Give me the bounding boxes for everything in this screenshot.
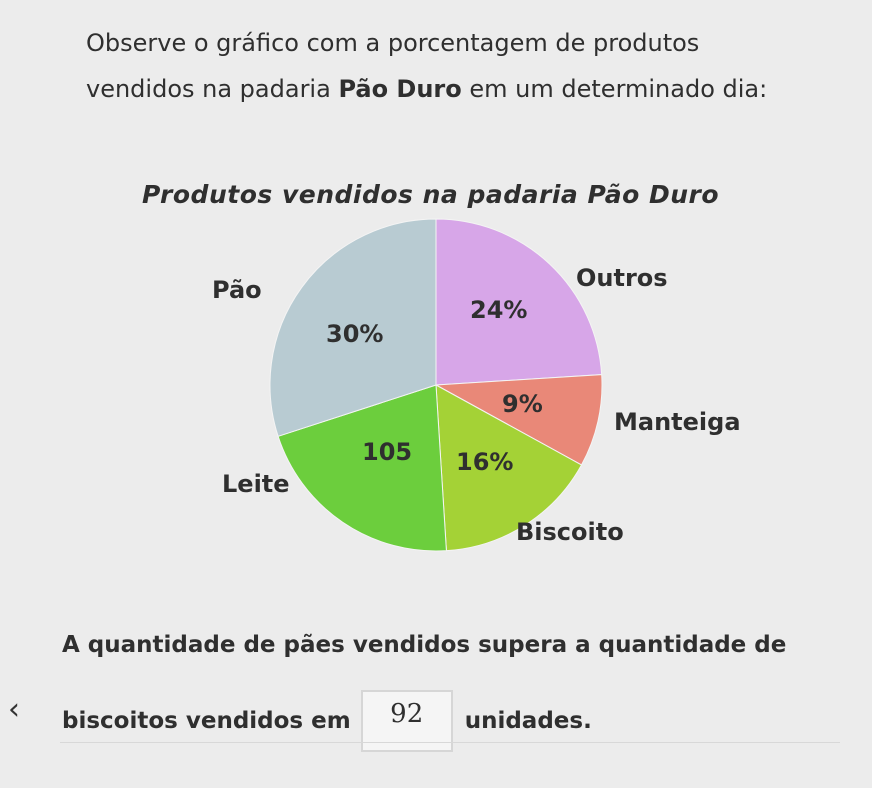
answer-input[interactable]: 92: [360, 690, 453, 752]
divider: [60, 742, 840, 743]
answer-prefix: biscoitos vendidos em: [62, 708, 351, 734]
chart-title: Produtos vendidos na padaria Pão Duro: [142, 180, 720, 209]
slice-value-pao: 30%: [326, 320, 384, 348]
question-text: A quantidade de pães vendidos supera a q…: [62, 632, 787, 658]
slice-label-manteiga: Manteiga: [614, 408, 741, 436]
answer-line: biscoitos vendidos em 92 unidades.: [62, 690, 592, 752]
answer-suffix: unidades.: [464, 708, 592, 734]
slice-value-outros: 24%: [470, 296, 528, 324]
pie-slice-outros: [435, 218, 603, 386]
slice-label-leite: Leite: [222, 470, 290, 498]
intro-text: Observe o gráfico com a porcentagem de p…: [86, 20, 826, 112]
chevron-left-icon[interactable]: ‹: [8, 692, 20, 727]
slice-value-leite: 105: [362, 438, 413, 466]
pie-slice-manteiga: [434, 374, 603, 466]
slice-value-biscoito: 16%: [456, 448, 514, 476]
intro-line-2-end: em um determinado dia:: [461, 75, 768, 103]
slice-label-biscoito: Biscoito: [516, 518, 624, 546]
slice-label-outros: Outros: [576, 264, 668, 292]
pie-slice-pao: [269, 218, 437, 437]
pie-slice-biscoito: [435, 384, 583, 552]
slice-value-manteiga: 9%: [502, 390, 543, 418]
pie-slice-leite: [277, 384, 447, 552]
bakery-name: Pão Duro: [338, 75, 462, 103]
intro-line-1: Observe o gráfico com a porcentagem de p…: [86, 29, 700, 57]
intro-line-2: vendidos na padaria Pão Duro em um deter…: [86, 66, 826, 112]
slice-label-pao: Pão: [212, 276, 262, 304]
intro-line-2-start: vendidos na padaria: [86, 75, 339, 103]
